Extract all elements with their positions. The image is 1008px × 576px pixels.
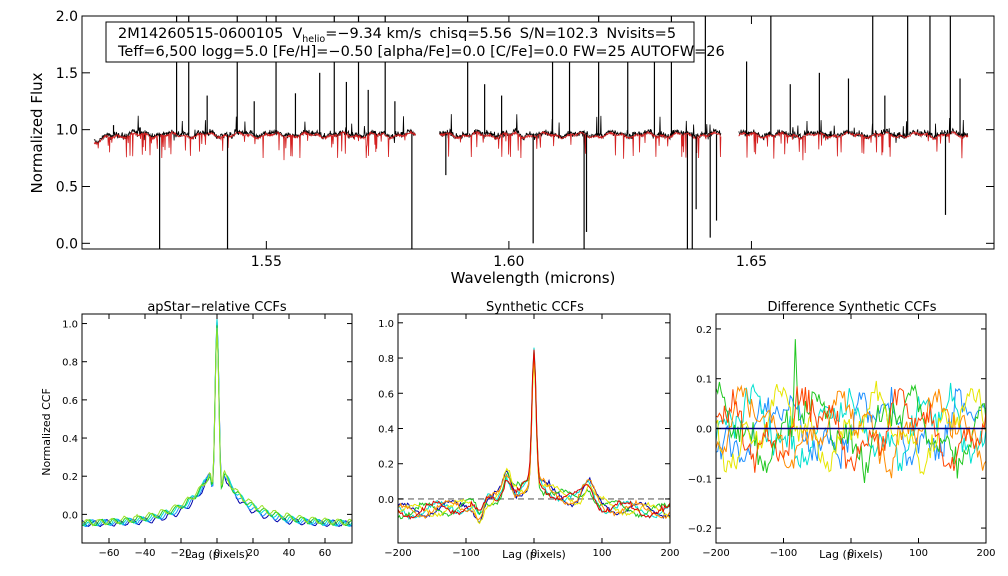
x-tick-label: −100: [770, 548, 797, 559]
difference-ccf-ticks: −200 −100 0 100 200 −0.2 −0.1 0.0 0.1 0.2: [688, 314, 996, 559]
synthetic-ccf-series-1: [397, 352, 671, 524]
synthetic-ccf-title: Synthetic CCFs: [486, 300, 584, 315]
vhelio-value: =−9.34 km/s: [325, 26, 421, 42]
y-tick-label: 0.0: [696, 425, 712, 436]
x-tick-label: 60: [319, 548, 332, 559]
star-id: 2M14260515-0600105: [118, 26, 283, 42]
y-tick-label: 0.2: [696, 325, 712, 336]
vhelio-prefix: V: [292, 26, 302, 42]
apstar-ccf-panel: apStar−relative CCFs −60 −40 −20 0 20 40 60 0.0…: [40, 300, 353, 561]
x-tick-label: 1.65: [736, 254, 767, 270]
y-tick-label: 0.1: [696, 375, 712, 386]
difference-ccf-title: Difference Synthetic CCFs: [767, 300, 936, 315]
difference-ccf-panel: Difference Synthetic CCFs −200 −100 0 100 20…: [688, 300, 996, 561]
y-tick-label: 1.0: [378, 319, 394, 330]
apstar-ccf-title: apStar−relative CCFs: [147, 300, 287, 315]
apstar-ccf-series-5: [81, 327, 353, 527]
y-tick-label: 0.0: [62, 510, 78, 521]
difference-ccf-series-4: [715, 380, 987, 476]
y-tick-label: 0.4: [62, 434, 78, 445]
synthetic-ccf-traces: [397, 347, 671, 525]
x-tick-label: −20: [170, 548, 191, 559]
x-tick-label: 200: [660, 548, 679, 559]
synthetic-ccf-series-3: [397, 355, 671, 520]
nvisits-value: Nvisits=5: [606, 26, 676, 42]
difference-ccf-series-5: [715, 384, 987, 479]
apstar-ccf-series-2: [81, 318, 353, 527]
star-info-line2: Teff=6,500 logg=5.0 [Fe/H]=−0.50 [alpha/…: [117, 44, 725, 60]
difference-ccf-series-6: [715, 386, 987, 473]
vhelio-subscript: helio: [302, 34, 325, 45]
y-tick-label: 0.8: [62, 358, 78, 369]
y-tick-label: 1.0: [56, 123, 78, 139]
difference-ccf-xlabel: Lag (pixels): [819, 548, 883, 561]
sn-value: S/N=102.3: [520, 26, 599, 42]
y-tick-label: 0.0: [56, 236, 78, 252]
x-tick-label: −40: [134, 548, 155, 559]
observed-spectrum-chip-2: [439, 114, 722, 142]
spectrum-panel: 1.55 1.60 1.65 0.0 0.5 1.0 1.5 2.0 Wavelength (…: [28, 9, 995, 287]
y-tick-label: 2.0: [56, 9, 78, 25]
y-tick-label: 1.5: [56, 66, 78, 82]
y-tick-label: 0.2: [62, 472, 78, 483]
model-spectrum-chip-3: [738, 130, 969, 161]
difference-ccf-series-2: [715, 382, 987, 472]
spectrum-ticks: 1.55 1.60 1.65 0.0 0.5 1.0 1.5 2.0: [56, 9, 994, 270]
x-tick-label: 0: [848, 548, 854, 559]
apstar-ccf-xlabel: Lag (pixels): [185, 548, 249, 561]
apstar-ccf-series-1: [81, 321, 353, 528]
spectrum-xlabel: Wavelength (microns): [451, 269, 616, 287]
difference-ccf-traces: [715, 339, 987, 483]
model-spectrum-chip-1: [93, 130, 417, 161]
x-tick-label: 20: [247, 548, 260, 559]
star-info-line1: 2M14260515-0600105 Vhelio=−9.34 km/s chisq…: [118, 26, 676, 45]
model-spectrum-chip-2: [439, 130, 722, 159]
star-info-box: 2M14260515-0600105 Vhelio=−9.34 km/s chisq…: [105, 21, 725, 63]
spectrum-plot-frame: [81, 15, 995, 250]
y-tick-label: −0.2: [688, 524, 712, 535]
y-tick-label: 0.5: [56, 179, 78, 195]
y-tick-label: 0.6: [378, 389, 394, 400]
synthetic-ccf-xlabel: Lag (pixels): [502, 548, 566, 561]
x-tick-label: −100: [452, 548, 479, 559]
y-tick-label: 0.2: [378, 460, 394, 471]
x-tick-label: 40: [283, 548, 296, 559]
spectrum-ylabel: Normalized Flux: [28, 72, 46, 193]
synthetic-ccf-series-2: [397, 347, 671, 521]
x-tick-label: 100: [909, 548, 928, 559]
synthetic-ccf-ticks: −200 −100 0 100 200 0.0 0.2 0.4 0.6 0.8 1.0: [378, 314, 680, 559]
x-tick-label: −60: [98, 548, 119, 559]
apstar-ccf-traces: [81, 318, 353, 528]
y-tick-label: 0.4: [378, 425, 394, 436]
x-tick-label: 1.55: [251, 254, 282, 270]
chisq-value: chisq=5.56: [429, 26, 511, 42]
apstar-ccf-series-3: [81, 319, 353, 527]
synthetic-ccf-series-5: [397, 351, 671, 521]
x-tick-label: 0: [214, 548, 220, 559]
synthetic-ccf-series-6: [397, 349, 671, 520]
apstar-ccf-ylabel: Normalized CCF: [40, 388, 53, 476]
star-info-frame: [105, 21, 695, 63]
x-tick-label: 100: [592, 548, 611, 559]
y-tick-label: 1.0: [62, 320, 78, 331]
y-tick-label: 0.6: [62, 396, 78, 407]
x-tick-label: 1.60: [493, 254, 524, 270]
x-tick-label: 0: [531, 548, 537, 559]
apstar-ccf-frame: [81, 313, 353, 544]
apstar-ccf-ticks: −60 −40 −20 0 20 40 60 0.0 0.2 0.4 0.6 0.8 1.0: [62, 314, 352, 559]
y-tick-label: 0.0: [378, 495, 394, 506]
y-tick-label: −0.1: [688, 474, 712, 485]
synthetic-ccf-panel: Synthetic CCFs −200 −100 0 100 200 0.0 0.2 0.4 0…: [378, 300, 679, 561]
x-tick-label: 200: [976, 548, 995, 559]
difference-ccf-series-3: [715, 339, 987, 483]
y-tick-label: 0.8: [378, 354, 394, 365]
x-tick-label: −200: [384, 548, 411, 559]
apstar-ccf-series-4: [81, 325, 353, 527]
x-tick-label: −200: [702, 548, 729, 559]
